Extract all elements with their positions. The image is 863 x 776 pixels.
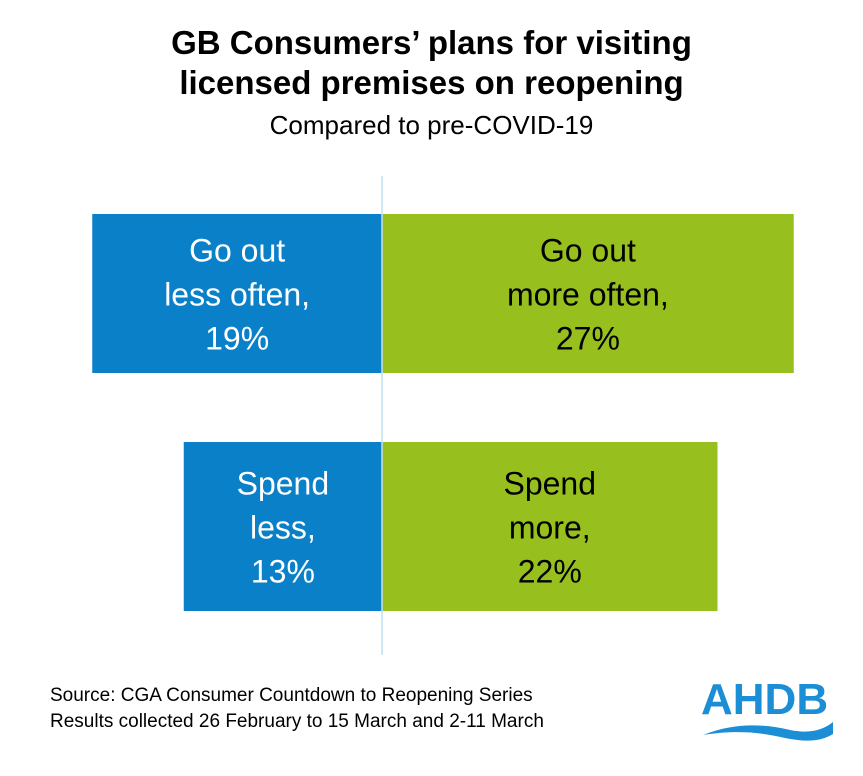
source-line2: Results collected 26 February to 15 Marc…	[50, 711, 544, 732]
bar-data-label: Go out	[540, 233, 636, 269]
bar-less-go-out	[92, 214, 382, 373]
bar-data-label: less often,	[164, 277, 310, 313]
bar-more-go-out	[382, 214, 794, 373]
source-line1: Source: CGA Consumer Countdown to Reopen…	[50, 685, 533, 706]
bar-data-label: Go out	[189, 233, 285, 269]
bar-data-label: Spend	[503, 466, 596, 502]
logo-wave-icon	[703, 722, 833, 741]
ahdb-logo: AHDB	[701, 675, 833, 741]
bar-data-label: 27%	[556, 321, 620, 357]
logo-text: AHDB	[701, 675, 828, 724]
bar-data-label: more often,	[507, 277, 669, 313]
bar-data-label: less,	[250, 510, 316, 546]
bar-data-label: 22%	[518, 554, 582, 590]
chart-title-line1: GB Consumers’ plans for visiting	[171, 24, 692, 61]
bar-data-label: Spend	[237, 466, 330, 502]
chart-title-line2: licensed premises on reopening	[179, 64, 684, 101]
bar-data-label: 19%	[205, 321, 269, 357]
bar-data-label: more,	[509, 510, 591, 546]
bar-more-spend	[382, 442, 718, 611]
bar-data-label: 13%	[251, 554, 315, 590]
bar-less-spend	[183, 442, 382, 611]
chart-subtitle: Compared to pre-COVID-19	[269, 110, 594, 140]
